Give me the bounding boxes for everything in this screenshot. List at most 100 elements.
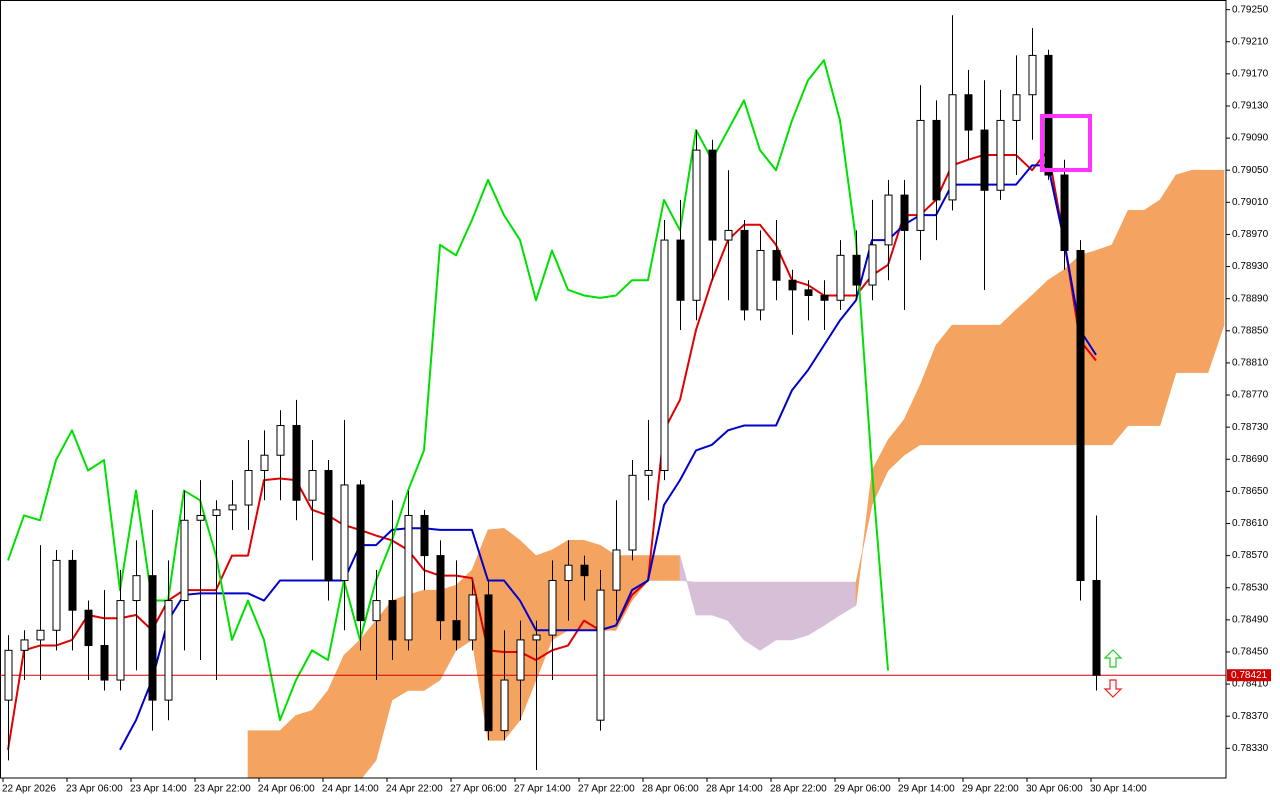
- candle-body: [356, 484, 365, 622]
- cloud-segment: [263, 730, 281, 778]
- sell-arrow: [1103, 679, 1123, 698]
- y-tick-label: 0.78930: [1232, 261, 1269, 272]
- candle-body: [20, 639, 29, 651]
- axis-layer: 0.79250 0.79210 0.79170 0.79130 0.79090 0.790…: [2, 4, 1271, 795]
- candle-body: [244, 469, 253, 506]
- candle-body: [724, 229, 733, 241]
- candle-body: [692, 149, 701, 301]
- candle-body: [4, 649, 13, 701]
- y-tick-label: 0.78770: [1232, 390, 1269, 401]
- candle-body: [500, 679, 509, 732]
- candle-body: [868, 244, 877, 286]
- candle-body: [36, 629, 45, 641]
- candle-body: [420, 514, 429, 557]
- candle-body: [580, 564, 589, 577]
- candle-body: [212, 509, 221, 516]
- x-tick-label: 27 Apr 22:00: [578, 784, 635, 795]
- y-tick-label: 0.78370: [1232, 711, 1269, 722]
- x-tick-label: 24 Apr 14:00: [322, 784, 379, 795]
- y-tick-label: 0.79250: [1232, 4, 1269, 15]
- candle-body: [804, 289, 813, 296]
- y-tick-label: 0.78570: [1232, 550, 1269, 561]
- cloud-layer: [247, 169, 1225, 778]
- indicator-line: [119, 164, 1097, 751]
- candle-body: [836, 254, 845, 301]
- candle-body: [772, 250, 781, 281]
- candle-body: [308, 469, 317, 501]
- candle-body: [1028, 54, 1037, 96]
- cloud-segment: [1207, 169, 1225, 373]
- candle-body: [948, 94, 957, 201]
- candle-body: [468, 594, 477, 641]
- candle-body: [996, 119, 1005, 191]
- candle-body: [484, 594, 493, 732]
- y-tick-label: 0.78530: [1232, 582, 1269, 593]
- y-tick-label: 0.79090: [1232, 133, 1269, 144]
- x-tick-label: 23 Apr 14:00: [130, 784, 187, 795]
- candle-body: [260, 454, 269, 471]
- candle-body: [820, 294, 829, 301]
- candle-body: [548, 579, 557, 636]
- x-tick-label: 28 Apr 22:00: [770, 784, 827, 795]
- y-tick-label: 0.78490: [1232, 614, 1269, 625]
- x-tick-label: 29 Apr 22:00: [962, 784, 1019, 795]
- candle-body: [340, 484, 349, 581]
- cloud-segment: [807, 581, 825, 636]
- candle-body: [436, 555, 445, 622]
- candle-body: [884, 194, 893, 246]
- candle-body: [404, 514, 413, 641]
- candle-body: [68, 559, 77, 611]
- y-tick-label: 0.78650: [1232, 486, 1269, 497]
- cloud-segment: [1095, 244, 1113, 446]
- x-tick-label: 29 Apr 14:00: [898, 784, 955, 795]
- candle-body: [708, 149, 717, 241]
- cloud-segment: [663, 555, 681, 581]
- cloud-segment: [1175, 169, 1193, 373]
- candle-body: [916, 119, 925, 231]
- y-tick-label: 0.78450: [1232, 647, 1269, 658]
- candle-body: [980, 129, 989, 191]
- candle-body: [388, 600, 397, 641]
- candle-body: [532, 634, 541, 641]
- y-tick-label: 0.78410: [1232, 679, 1269, 690]
- candle-body: [148, 575, 157, 701]
- candle-body: [660, 239, 669, 471]
- x-tick-label: 24 Apr 06:00: [258, 784, 315, 795]
- candle-body: [228, 504, 237, 511]
- x-tick-label: 22 Apr 2026: [2, 784, 56, 795]
- cloud-segment: [1015, 294, 1033, 446]
- candle-body: [1060, 174, 1069, 252]
- candle-body: [900, 194, 909, 231]
- cloud-segment: [295, 710, 313, 778]
- x-tick-label: 23 Apr 22:00: [194, 784, 251, 795]
- cloud-segment: [279, 714, 297, 778]
- y-tick-label: 0.78610: [1232, 518, 1269, 529]
- x-tick-label: 24 Apr 22:00: [386, 784, 443, 795]
- candle-body: [100, 645, 109, 681]
- candle-body: [1076, 250, 1085, 581]
- x-tick-label: 28 Apr 06:00: [642, 784, 699, 795]
- x-tick-label: 30 Apr 14:00: [1090, 784, 1147, 795]
- candle-body: [324, 469, 333, 581]
- cloud-segment: [359, 619, 377, 778]
- y-tick-label: 0.78850: [1232, 325, 1269, 336]
- y-tick-label: 0.79130: [1232, 101, 1269, 112]
- candle-body: [164, 600, 173, 701]
- x-tick-label: 27 Apr 06:00: [450, 784, 507, 795]
- cloud-segment: [567, 540, 585, 631]
- candle-body: [52, 559, 61, 631]
- cloud-segment: [343, 639, 361, 778]
- cloud-segment: [791, 581, 809, 641]
- candle-body: [452, 620, 461, 641]
- cloud-segment: [951, 324, 969, 446]
- candle-body: [932, 119, 941, 201]
- candle-body: [644, 469, 653, 476]
- candle-body: [788, 279, 797, 291]
- y-tick-label: 0.78970: [1232, 229, 1269, 240]
- cloud-segment: [999, 309, 1017, 446]
- x-tick-label: 29 Apr 06:00: [834, 784, 891, 795]
- candle-body: [292, 425, 301, 501]
- candle-body: [628, 474, 637, 551]
